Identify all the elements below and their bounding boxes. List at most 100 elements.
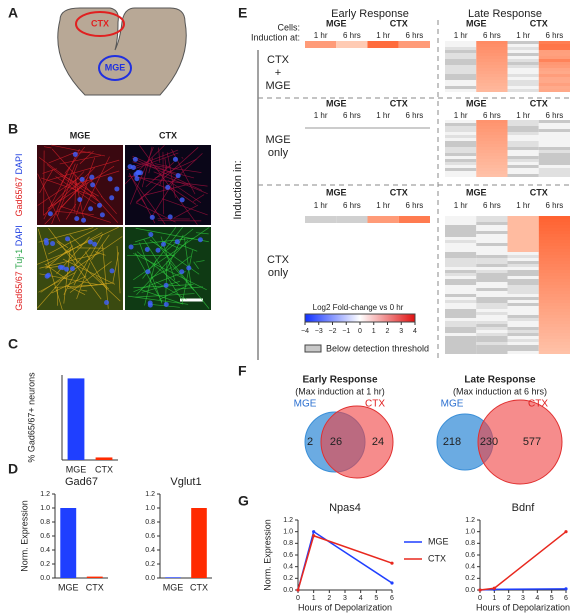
heatmap-cell bbox=[538, 216, 570, 219]
heatmap-cell bbox=[507, 237, 539, 240]
time-label: 1 hr bbox=[516, 201, 530, 210]
heatmap-cell bbox=[538, 168, 570, 171]
heatmap-cell bbox=[305, 41, 337, 48]
heatmap-cell bbox=[507, 44, 539, 47]
heatmap-cell bbox=[445, 324, 477, 327]
cell-label: MGE bbox=[466, 18, 487, 28]
heatmap-cell bbox=[538, 300, 570, 303]
colorbar-title: Log2 Fold-change vs 0 hr bbox=[313, 303, 404, 312]
heatmap-cell bbox=[445, 165, 477, 168]
heatmap-cell bbox=[476, 315, 508, 318]
y-tick-label: 0.4 bbox=[465, 564, 475, 571]
heatmap-cell bbox=[476, 330, 508, 333]
heatmap-cell bbox=[507, 282, 539, 285]
venn-count: 26 bbox=[330, 436, 342, 448]
heatmap-cell bbox=[538, 141, 570, 144]
fiber bbox=[173, 204, 199, 219]
fiber bbox=[37, 247, 91, 309]
heatmap-cell bbox=[445, 89, 477, 92]
fiber bbox=[59, 173, 99, 197]
colorbar-tick-label: −3 bbox=[315, 328, 323, 335]
heatmap-cell bbox=[538, 264, 570, 267]
nucleus bbox=[72, 151, 78, 157]
heatmap-cell bbox=[476, 342, 508, 345]
time-label: 1 hr bbox=[314, 201, 328, 210]
heatmap-cell bbox=[445, 41, 477, 44]
heatmap-cell bbox=[445, 294, 477, 297]
fiber bbox=[74, 180, 77, 213]
venn-set-label: CTX bbox=[528, 399, 548, 410]
fiber bbox=[49, 171, 85, 208]
venn-title: Late Response bbox=[464, 375, 536, 386]
nucleus bbox=[92, 241, 98, 247]
heatmap-cell bbox=[538, 44, 570, 47]
heatmap-cell bbox=[507, 153, 539, 156]
cell-label: CTX bbox=[530, 187, 548, 197]
fiber bbox=[44, 266, 59, 269]
y-tick-label: 1.0 bbox=[465, 529, 475, 536]
x-tick-label: 5 bbox=[550, 595, 554, 602]
heatmap-cell bbox=[538, 159, 570, 162]
fiber bbox=[80, 289, 88, 292]
heatmap-cell bbox=[445, 50, 477, 53]
point bbox=[390, 581, 394, 585]
heatmap-cell bbox=[538, 228, 570, 231]
nucleus bbox=[163, 282, 169, 288]
heatmap-cell bbox=[538, 47, 570, 50]
nucleus bbox=[89, 174, 95, 180]
heatmap-cell bbox=[538, 225, 570, 228]
heatmap-cell bbox=[476, 234, 508, 237]
heatmap-cell bbox=[507, 240, 539, 243]
heatmap-cell bbox=[538, 327, 570, 330]
heatmap-cell bbox=[538, 261, 570, 264]
heatmap-cell bbox=[476, 288, 508, 291]
heatmap-cell bbox=[445, 333, 477, 336]
heatmap-cell bbox=[476, 153, 508, 156]
fiber bbox=[40, 236, 123, 293]
y-tick-label: 0.0 bbox=[145, 575, 155, 582]
heatmap-cell bbox=[476, 249, 508, 252]
heatmap-cell bbox=[507, 255, 539, 258]
colorbar-tick-label: 1 bbox=[372, 328, 376, 335]
heatmap-cell bbox=[507, 62, 539, 65]
heatmap-cell bbox=[445, 282, 477, 285]
ctx-outline bbox=[75, 11, 125, 37]
heatmap-cell bbox=[476, 126, 508, 129]
heatmap-cell bbox=[507, 80, 539, 83]
nucleus bbox=[155, 247, 161, 253]
heatmap-cell bbox=[538, 150, 570, 153]
heatmap-cell bbox=[538, 68, 570, 71]
heatmap-cell bbox=[445, 123, 477, 126]
heatmap-cell bbox=[476, 267, 508, 270]
heatmap-cell bbox=[476, 231, 508, 234]
nucleus bbox=[74, 216, 80, 222]
heatmap-cell bbox=[476, 80, 508, 83]
x-tick-label: CTX bbox=[95, 464, 113, 474]
fiber bbox=[136, 191, 149, 202]
heatmap-cell bbox=[538, 86, 570, 89]
heatmap-cell bbox=[507, 41, 539, 44]
heatmap-cell bbox=[507, 297, 539, 300]
heatmap-cell bbox=[507, 50, 539, 53]
heatmap-cell bbox=[476, 71, 508, 74]
heatmap-cell bbox=[445, 225, 477, 228]
heatmap-cell bbox=[445, 237, 477, 240]
heatmap-cell bbox=[476, 252, 508, 255]
heatmap-cell bbox=[445, 129, 477, 132]
heatmap-cell bbox=[507, 258, 539, 261]
fiber bbox=[57, 240, 69, 249]
axis-label: Induction in: bbox=[232, 160, 244, 219]
nucleus bbox=[179, 197, 185, 203]
heatmap-cell bbox=[445, 156, 477, 159]
heatmap-cell bbox=[476, 77, 508, 80]
cell-label: CTX bbox=[530, 18, 548, 28]
y-axis-label: Norm. Expression bbox=[262, 519, 272, 591]
heatmap-cell bbox=[445, 171, 477, 174]
time-label: 1 hr bbox=[516, 111, 530, 120]
heatmap-cell bbox=[445, 285, 477, 288]
fiber bbox=[153, 171, 208, 195]
nucleus bbox=[114, 186, 120, 192]
time-label: 1 hr bbox=[454, 201, 468, 210]
heatmap-cell bbox=[538, 231, 570, 234]
